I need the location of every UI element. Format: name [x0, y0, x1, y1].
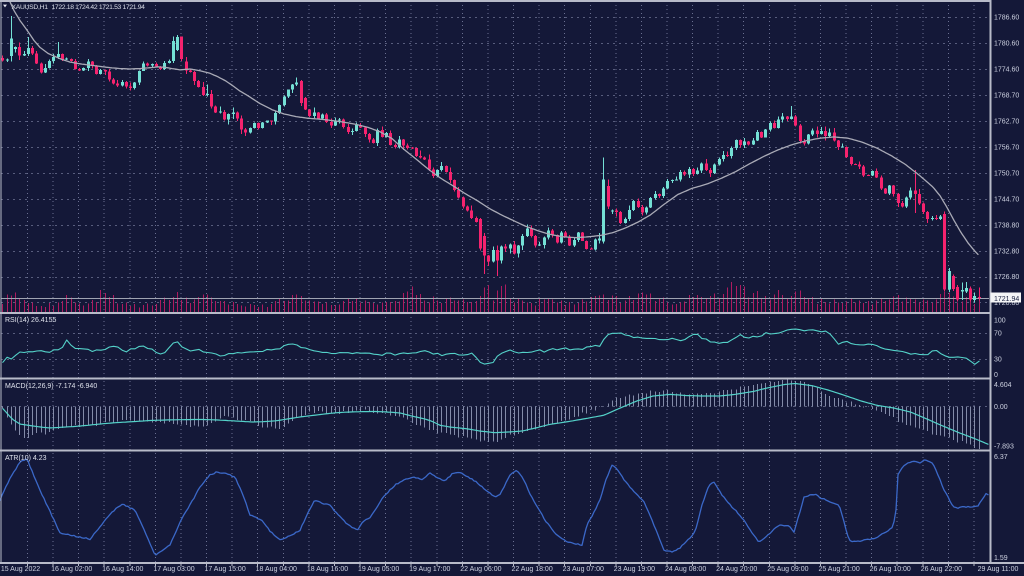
svg-text:1722.18 1724.42 1721.53 1721.9: 1722.18 1724.42 1721.53 1721.94: [52, 4, 146, 11]
svg-text:1721.94: 1721.94: [994, 296, 1019, 303]
svg-text:25 Aug 09:00: 25 Aug 09:00: [767, 566, 808, 573]
svg-text:XAUUSD,H1: XAUUSD,H1: [12, 4, 49, 11]
svg-text:18 Aug 16:00: 18 Aug 16:00: [307, 566, 348, 573]
svg-text:26 Aug 22:00: 26 Aug 22:00: [921, 566, 962, 573]
svg-text:17 Aug 15:00: 17 Aug 15:00: [204, 566, 245, 573]
svg-text:16 Aug 02:00: 16 Aug 02:00: [51, 566, 92, 573]
svg-text:0.00: 0.00: [994, 404, 1008, 411]
svg-text:24 Aug 08:00: 24 Aug 08:00: [665, 566, 706, 573]
svg-text:1786.60: 1786.60: [994, 15, 1019, 22]
svg-text:1762.70: 1762.70: [994, 119, 1019, 126]
svg-text:19 Aug 05:00: 19 Aug 05:00: [358, 566, 399, 573]
svg-text:26 Aug 10:00: 26 Aug 10:00: [870, 566, 911, 573]
svg-text:1.59: 1.59: [994, 555, 1008, 562]
svg-text:1726.80: 1726.80: [994, 274, 1019, 281]
svg-text:22 Aug 18:00: 22 Aug 18:00: [511, 566, 552, 573]
svg-text:24 Aug 20:00: 24 Aug 20:00: [716, 566, 757, 573]
svg-text:22 Aug 06:00: 22 Aug 06:00: [460, 566, 501, 573]
svg-text:1774.60: 1774.60: [994, 67, 1019, 74]
svg-text:6.37: 6.37: [994, 454, 1008, 461]
svg-text:100: 100: [994, 318, 1006, 325]
svg-text:29 Aug 11:00: 29 Aug 11:00: [978, 566, 1019, 573]
svg-text:-7.893: -7.893: [994, 444, 1014, 451]
svg-text:1744.70: 1744.70: [994, 196, 1019, 203]
svg-text:16 Aug 14:00: 16 Aug 14:00: [102, 566, 143, 573]
svg-text:1750.70: 1750.70: [994, 170, 1019, 177]
svg-text:ATR(10) 4.23: ATR(10) 4.23: [5, 455, 47, 462]
svg-text:15 Aug 2022: 15 Aug 2022: [1, 566, 40, 573]
svg-text:1768.70: 1768.70: [994, 93, 1019, 100]
svg-text:1756.70: 1756.70: [994, 145, 1019, 152]
svg-text:23 Aug 07:00: 23 Aug 07:00: [563, 566, 604, 573]
svg-text:RSI(14) 26.4155: RSI(14) 26.4155: [5, 317, 56, 324]
svg-text:0: 0: [994, 372, 998, 379]
svg-text:70: 70: [994, 331, 1002, 338]
svg-text:1780.60: 1780.60: [994, 41, 1019, 48]
svg-text:1732.80: 1732.80: [994, 248, 1019, 255]
svg-text:23 Aug 19:00: 23 Aug 19:00: [614, 566, 655, 573]
svg-text:25 Aug 21:00: 25 Aug 21:00: [818, 566, 859, 573]
svg-text:30: 30: [994, 357, 1002, 364]
svg-text:4.604: 4.604: [994, 382, 1012, 389]
svg-text:1738.80: 1738.80: [994, 222, 1019, 229]
svg-text:17 Aug 03:00: 17 Aug 03:00: [153, 566, 194, 573]
svg-text:19 Aug 17:00: 19 Aug 17:00: [409, 566, 450, 573]
svg-text:1720.80: 1720.80: [994, 300, 1019, 307]
svg-text:18 Aug 04:00: 18 Aug 04:00: [256, 566, 297, 573]
svg-text:MACD(12,26,9) -7.174 -6.940: MACD(12,26,9) -7.174 -6.940: [5, 383, 97, 390]
